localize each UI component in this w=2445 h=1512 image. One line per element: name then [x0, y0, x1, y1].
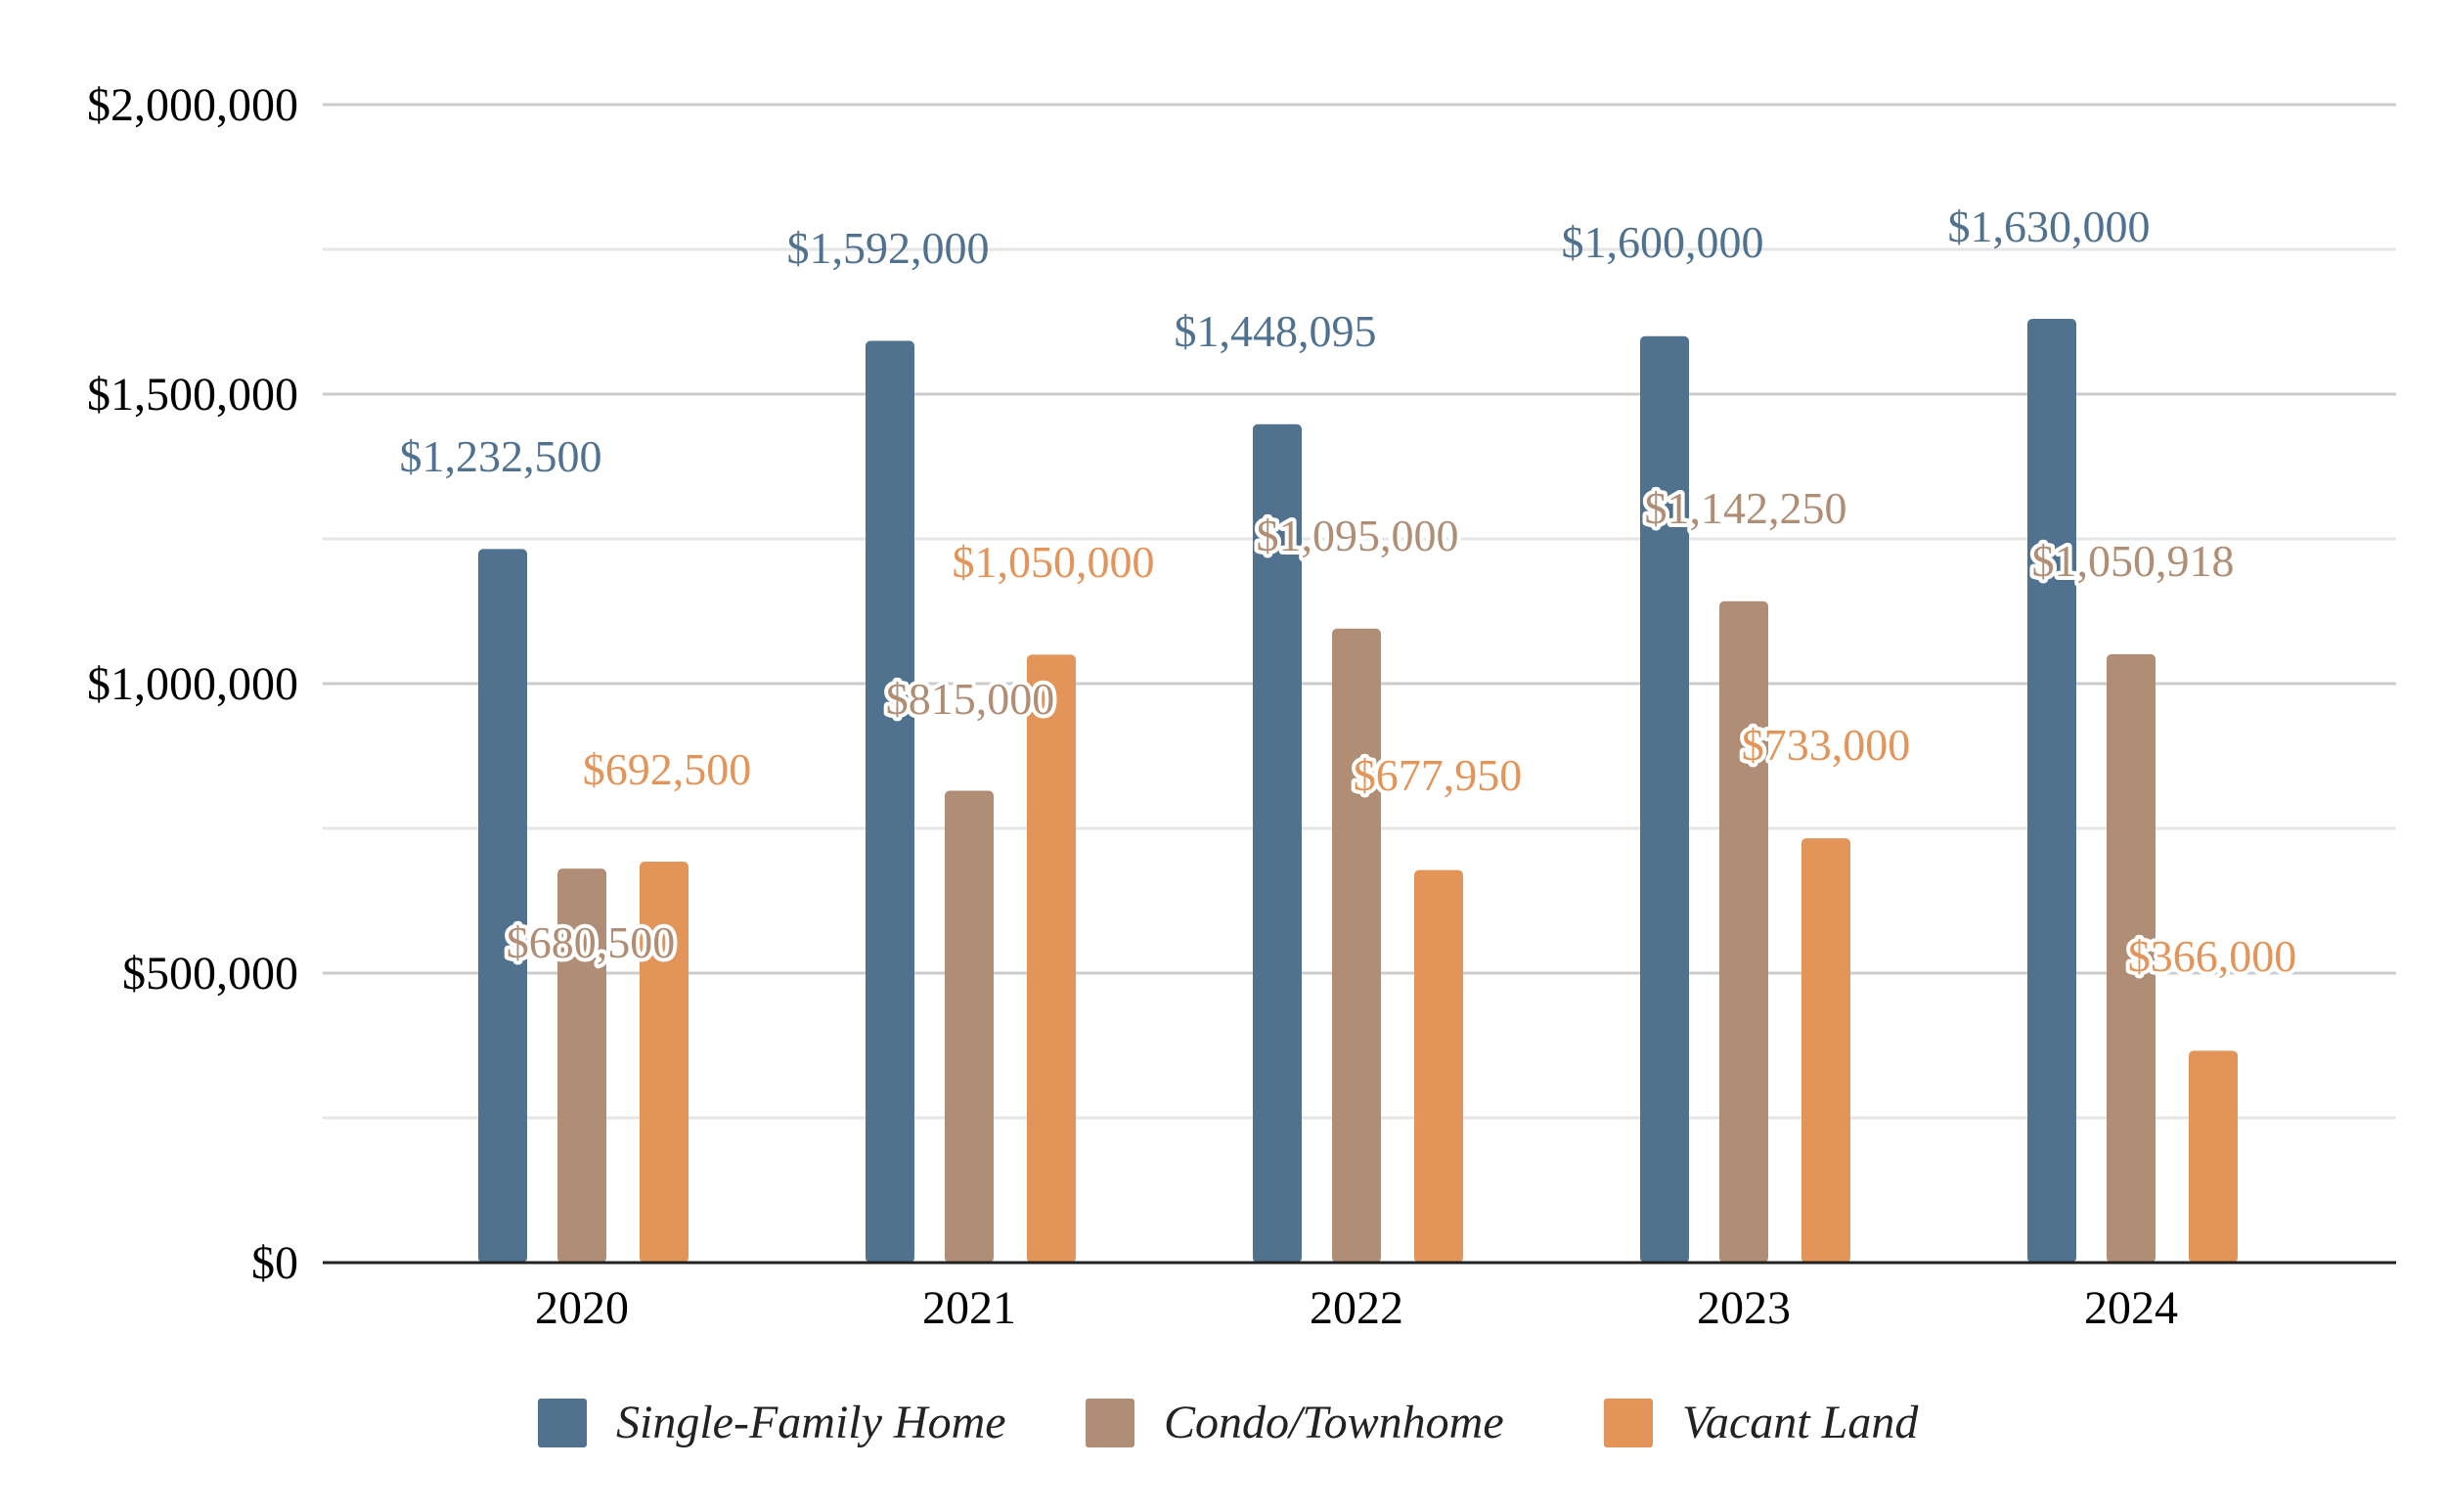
bar-2021-series-3 [1027, 654, 1076, 1263]
y-tick-label: $2,000,000 [87, 79, 298, 131]
y-tick-label: $0 [251, 1237, 298, 1289]
bar-2023-series-1 [1640, 335, 1689, 1263]
x-tick-label: 2024 [2084, 1282, 2178, 1334]
bar-2020-series-1 [478, 549, 527, 1263]
data-label-2021-series-3: $1,050,000 [953, 537, 1155, 587]
bar-2020-series-3 [640, 862, 689, 1263]
data-label-2024-series-3: $366,000 [2128, 931, 2297, 981]
legend-swatch [1086, 1399, 1134, 1447]
data-label-2023-series-1: $1,600,000 [1562, 217, 1764, 267]
x-tick-label: 2021 [922, 1282, 1016, 1334]
bar-2022-series-3 [1414, 869, 1463, 1263]
data-label-2020-series-1: $1,232,500 [400, 431, 602, 481]
legend-label: Condo/Townhome [1164, 1397, 1504, 1448]
bar-2021-series-2 [945, 790, 994, 1263]
legend: Single-Family Home Condo/Townhome Vacant L… [538, 1397, 1919, 1448]
y-tick-label: $500,000 [122, 948, 298, 1000]
legend-item-series-2: Condo/Townhome [1086, 1397, 1504, 1448]
bar-2022-series-1 [1253, 423, 1302, 1263]
data-label-2022-series-3: $677,950 [1354, 750, 1523, 800]
legend-label: Single-Family Home [616, 1397, 1006, 1448]
data-label-2020-series-3: $692,500 [583, 744, 752, 794]
bar-2024-series-1 [2027, 319, 2076, 1263]
x-tick-label: 2020 [535, 1282, 629, 1334]
bar-2021-series-1 [866, 340, 914, 1263]
bar-2023-series-2 [1719, 600, 1768, 1263]
bar-2022-series-2 [1332, 628, 1381, 1263]
x-tick-label: 2023 [1697, 1282, 1791, 1334]
data-label-2020-series-2: $680,500 [507, 917, 676, 967]
data-label-2023-series-3: $733,000 [1742, 720, 1911, 770]
data-labels: $1,232,500 $1,592,000 $1,448,095 $1,600,000… [400, 201, 2301, 985]
data-label-2021-series-1: $1,592,000 [787, 223, 990, 273]
legend-item-series-3: Vacant Land [1604, 1397, 1919, 1448]
data-label-2024-series-2: $1,050,918 [2032, 536, 2235, 586]
data-label-2021-series-2: $815,000 [886, 674, 1055, 724]
x-tick-label: 2022 [1310, 1282, 1403, 1334]
data-label-2023-series-2: $1,142,250 [1645, 483, 1847, 533]
legend-label: Vacant Land [1682, 1397, 1919, 1448]
y-tick-label: $1,000,000 [87, 658, 298, 710]
bar-2024-series-2 [2107, 653, 2156, 1263]
legend-item-series-1: Single-Family Home [538, 1397, 1006, 1448]
data-label-2022-series-1: $1,448,095 [1175, 306, 1377, 356]
data-label-2022-series-2: $1,095,000 [1257, 511, 1459, 560]
bar-2023-series-3 [1801, 838, 1850, 1263]
data-label-2024-series-1: $1,630,000 [1948, 201, 2151, 251]
axes: $0 $500,000 $1,000,000 $1,500,000 $2,000,000… [87, 79, 2396, 1334]
bar-2024-series-3 [2189, 1050, 2238, 1263]
y-tick-label: $1,500,000 [87, 369, 298, 421]
bars [478, 319, 2238, 1263]
legend-swatch [1604, 1399, 1653, 1447]
legend-swatch [538, 1399, 587, 1447]
bar-2020-series-2 [557, 868, 606, 1263]
